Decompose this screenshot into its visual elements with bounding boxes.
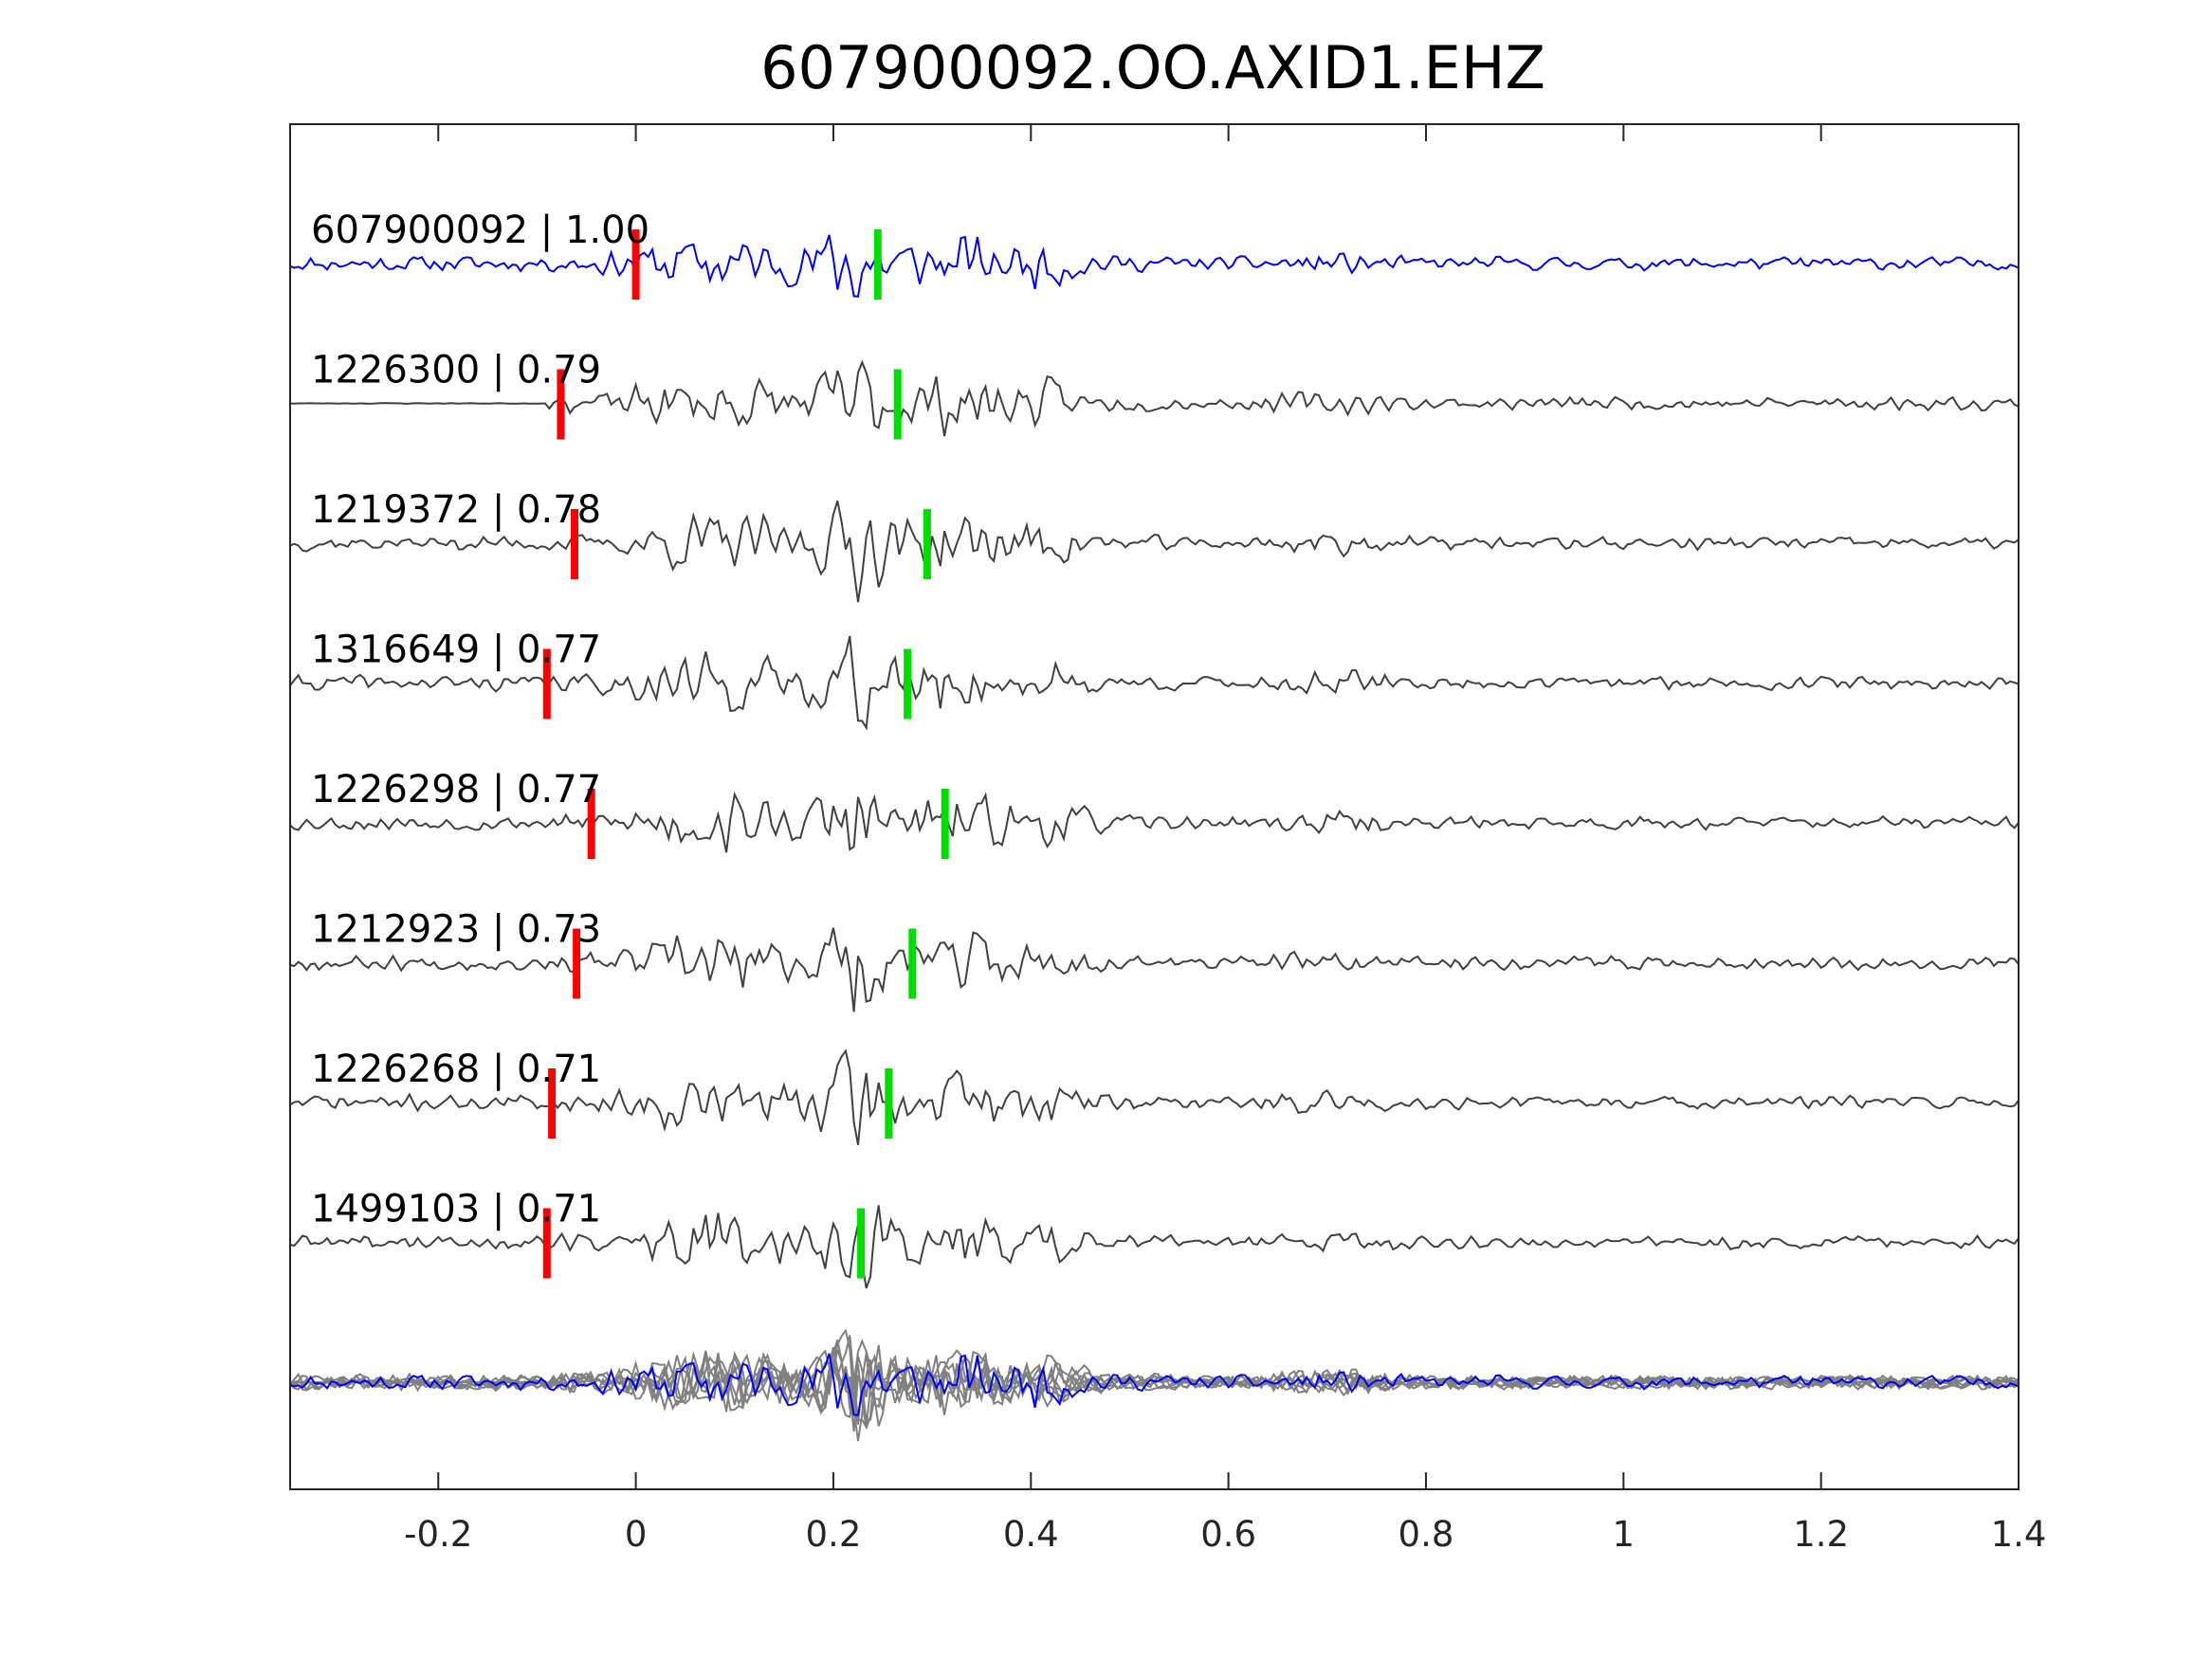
x-tick-label: 0.4 [1003,1514,1059,1555]
p-pick-marker-1226268 [548,1068,557,1139]
p-pick-marker-607900092 [631,229,640,300]
stacked-overlay [289,1328,2020,1442]
x-axis-ticks: -0.2 0 0.2 0.4 0.6 0.8 1 1.2 1.4 [404,124,2046,1555]
trace-labels: 607900092 | 1.00 1226300 | 0.79 1219372 | … [311,209,649,1231]
p-pick-marker-1219372 [571,509,578,579]
x-tick-label: 1 [1613,1514,1636,1555]
x-tick-label: 0.2 [806,1514,862,1555]
waveform-1226300 [289,359,2020,437]
s-pick-marker-607900092 [873,229,882,300]
s-pick-marker-1226300 [893,369,902,440]
plot-frame [289,123,2020,1490]
overlay-trace-1499103 [289,1344,2020,1429]
trace-label-1226298: 1226298 | 0.77 [311,768,601,811]
x-tick-label: -0.2 [404,1514,472,1555]
overlay-trace-template [289,1353,2020,1416]
waveform-1226298 [289,791,2020,853]
p-pick-marker-1316649 [542,648,551,720]
trace-label-1226300: 1226300 | 0.79 [311,349,601,392]
s-pick-marker-1212923 [908,928,917,999]
phase-picks [542,229,949,1279]
trace-label-607900092: 607900092 | 1.00 [311,209,649,252]
plot-background [290,124,2019,1489]
trace-label-1212923: 1212923 | 0.73 [311,908,601,952]
p-pick-marker-1499103 [542,1208,551,1279]
s-pick-marker-1499103 [857,1208,866,1279]
s-pick-marker-1316649 [904,648,912,720]
p-pick-marker-1212923 [573,928,581,999]
waveform-1226268 [289,1048,2020,1145]
chart-title: 607900092.OO.AXID1.EHZ [760,33,1545,102]
s-pick-marker-1226268 [885,1068,893,1139]
p-pick-marker-1226300 [557,369,565,440]
x-tick-label: 1.4 [1991,1514,2047,1555]
x-tick-label: 0 [625,1514,648,1555]
x-tick-label: 0.6 [1200,1514,1256,1555]
s-pick-marker-1219372 [923,509,931,579]
waveform-1316649 [289,635,2020,731]
trace-label-1219372: 1219372 | 0.78 [311,488,601,532]
waveform-1499103 [289,1205,2020,1289]
trace-label-1226268: 1226268 | 0.71 [311,1048,601,1091]
p-pick-marker-1226298 [587,789,595,859]
trace-label-1316649: 1316649 | 0.77 [311,629,601,672]
s-pick-marker-1226298 [941,789,949,859]
trace-label-1499103: 1499103 | 0.71 [311,1188,601,1231]
x-tick-label: 1.2 [1793,1514,1849,1555]
x-tick-label: 0.8 [1398,1514,1454,1555]
waveform-607900092 [289,234,2020,298]
